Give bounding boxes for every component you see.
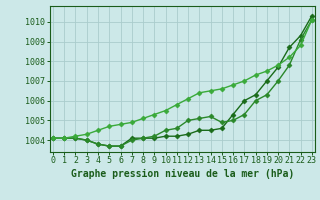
X-axis label: Graphe pression niveau de la mer (hPa): Graphe pression niveau de la mer (hPa) (71, 169, 294, 179)
